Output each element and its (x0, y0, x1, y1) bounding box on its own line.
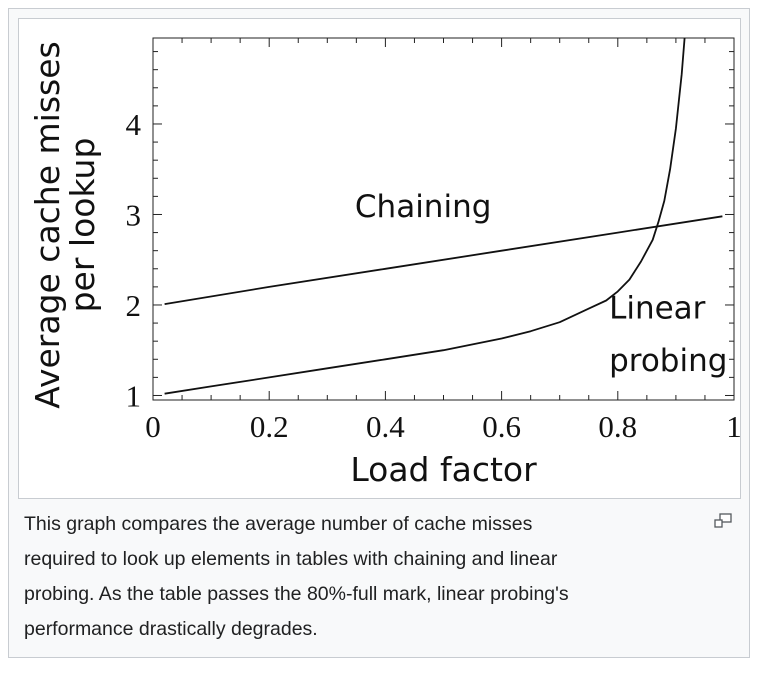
figure-thumbnail: 0 0.2 0.4 0.6 0.8 1 1 2 3 4 Chaining Linear probing L… (8, 8, 750, 658)
caption-line: probing. As the table passes the 80%-ful… (24, 583, 569, 605)
x-tick-label: 0.6 (482, 409, 521, 444)
caption-line: required to look up elements in tables w… (24, 548, 558, 570)
x-tick-label: 0.4 (366, 409, 405, 444)
x-tick-label: 0.2 (250, 409, 289, 444)
x-tick-label: 0 (145, 409, 161, 444)
series-label-chaining: Chaining (355, 189, 492, 225)
caption-line: performance drastically degrades. (24, 618, 318, 640)
y-tick-label: 3 (126, 197, 142, 232)
chaining-line (164, 215, 723, 305)
y-axis-label-line2: per lookup (63, 138, 102, 313)
x-tick-label: 0.8 (598, 409, 637, 444)
y-tick-label: 4 (126, 107, 142, 142)
series-label-linear: Linear (609, 291, 706, 327)
caption-line: This graph compares the average number o… (24, 513, 533, 535)
figure-caption: This graph compares the average number o… (24, 507, 714, 647)
y-axis-label-line1: Average cache misses (28, 41, 67, 408)
y-tick-label: 2 (126, 288, 142, 323)
x-tick-label: 1 (726, 409, 740, 444)
cache-misses-chart: 0 0.2 0.4 0.6 0.8 1 1 2 3 4 Chaining Linear probing L… (28, 37, 740, 489)
x-axis-label: Load factor (350, 450, 537, 489)
y-tick-label: 1 (126, 378, 142, 413)
series-label-probing: probing (609, 343, 727, 379)
magnify-icon[interactable] (713, 513, 733, 529)
chart-image-frame[interactable]: 0 0.2 0.4 0.6 0.8 1 1 2 3 4 Chaining Linear probing L… (18, 18, 741, 499)
linear-probing-curve (164, 37, 686, 395)
